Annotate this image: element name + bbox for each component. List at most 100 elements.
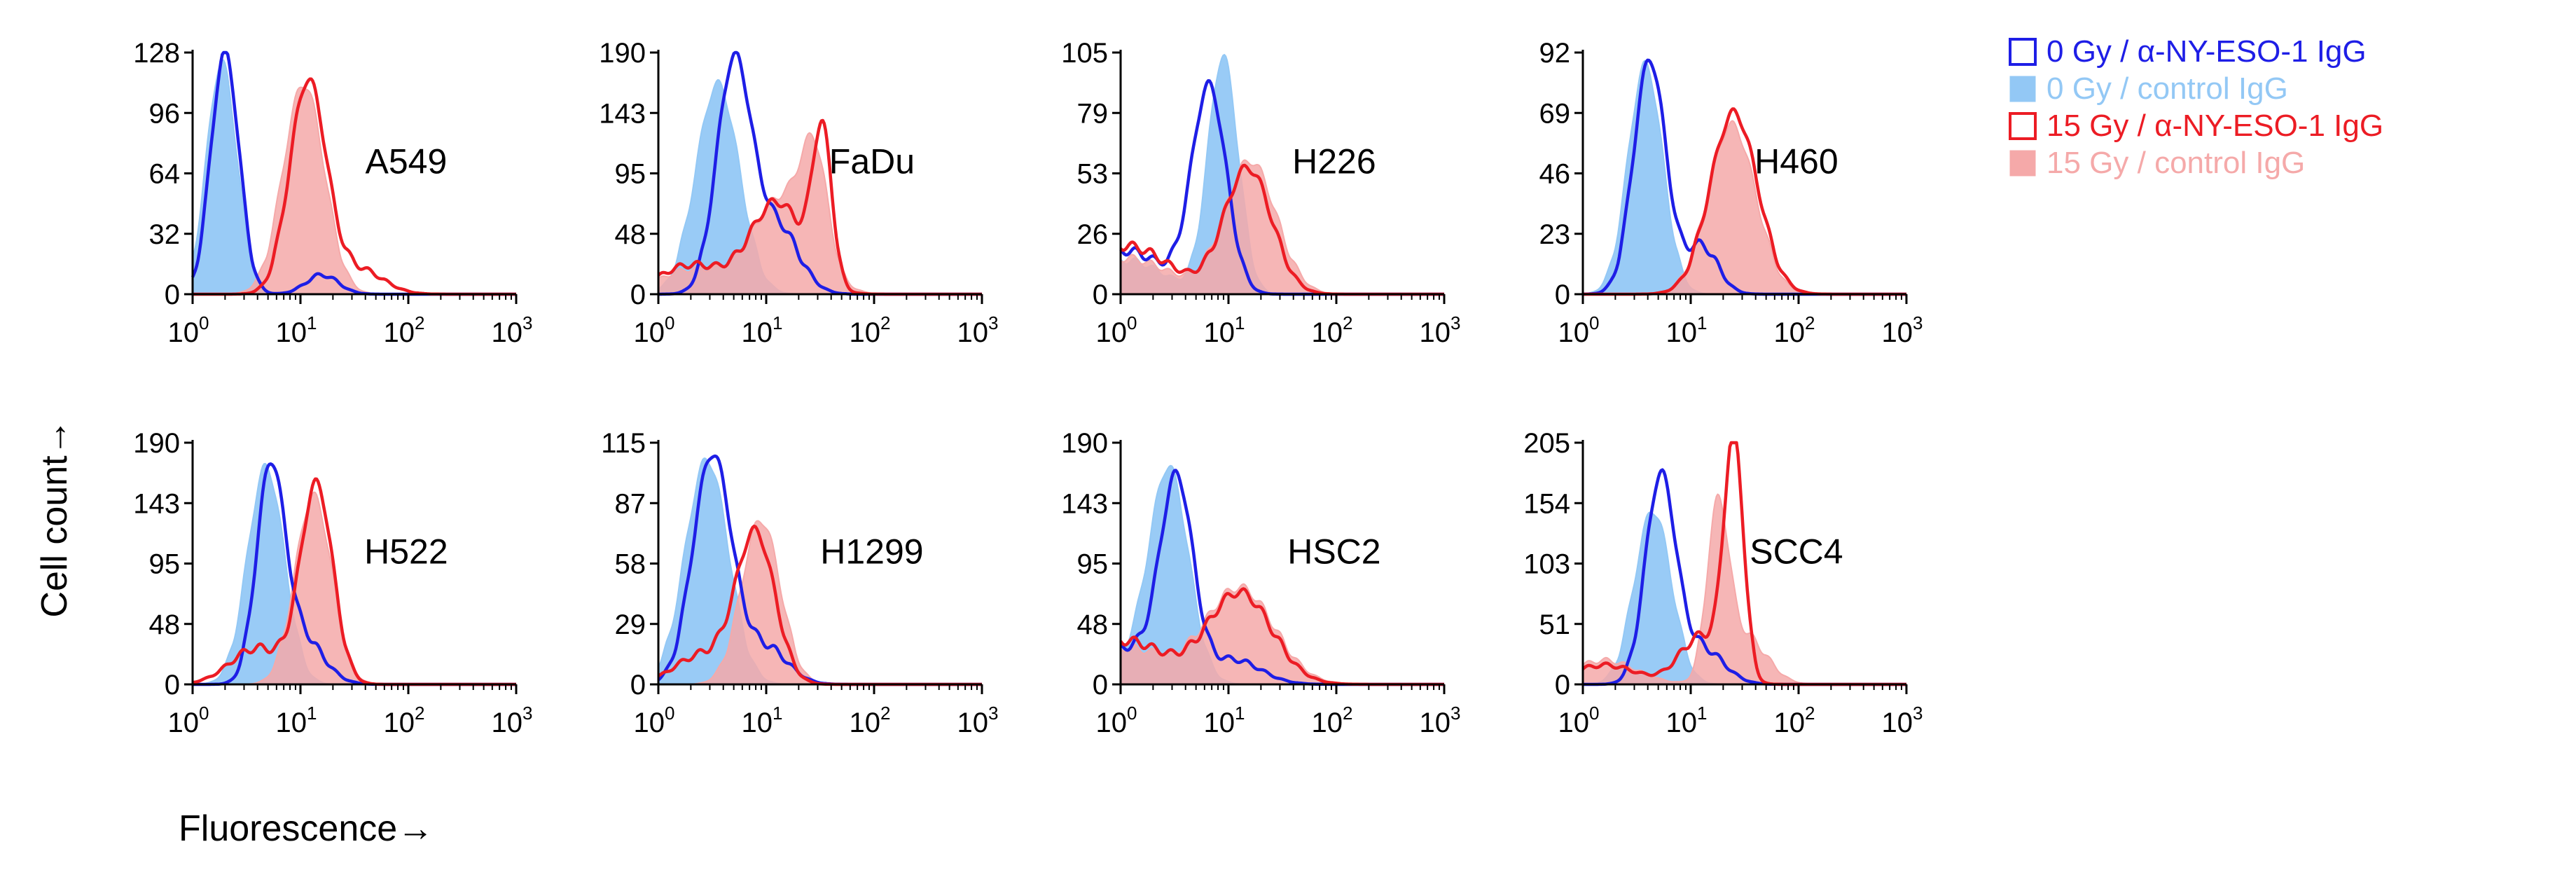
y-tick-label: 128 xyxy=(133,38,180,69)
y-tick-label: 92 xyxy=(1539,38,1571,69)
y-tick-label: 154 xyxy=(1523,488,1570,519)
panel-h460: 0 23 46 69 92 100 101 102 103 H460 xyxy=(1539,38,1923,348)
cell-line-label: HSC2 xyxy=(1287,532,1380,572)
legend-swatch xyxy=(2009,76,2036,102)
y-tick-label: 48 xyxy=(615,219,646,250)
x-tick-label: 101 xyxy=(1666,703,1708,738)
legend-entry-label: 15 Gy / control IgG xyxy=(2047,146,2305,180)
x-tick-label: 102 xyxy=(1774,703,1815,738)
y-tick-label: 143 xyxy=(599,98,646,129)
cell-line-label: H1299 xyxy=(820,532,923,572)
x-tick-label: 101 xyxy=(276,703,317,738)
x-tick-label: 100 xyxy=(634,703,675,738)
x-tick-label: 100 xyxy=(1096,312,1137,348)
x-tick-label: 103 xyxy=(957,312,999,348)
y-tick-label: 51 xyxy=(1539,609,1571,640)
panel-fadu: 0 48 95 143 190 100 101 102 103 FaDu xyxy=(599,38,998,348)
y-tick-label: 53 xyxy=(1077,159,1109,190)
panel-a549: 0 32 64 96 128 100 101 102 103 A549 xyxy=(133,38,532,348)
y-tick-label: 32 xyxy=(149,219,181,250)
x-tick-label: 100 xyxy=(168,312,209,348)
y-tick-label: 0 xyxy=(165,670,180,700)
x-tick-label: 101 xyxy=(1204,312,1245,348)
y-tick-label: 190 xyxy=(133,428,180,459)
y-tick-label: 69 xyxy=(1539,98,1571,129)
y-tick-label: 48 xyxy=(1077,609,1109,640)
x-tick-label: 103 xyxy=(492,703,533,738)
y-tick-label: 0 xyxy=(1555,279,1570,310)
x-tick-label: 100 xyxy=(1558,312,1600,348)
y-tick-label: 95 xyxy=(1077,549,1109,580)
cell-line-label: FaDu xyxy=(829,142,915,181)
y-tick-label: 0 xyxy=(630,279,646,310)
x-tick-label: 100 xyxy=(1096,703,1137,738)
legend-swatch xyxy=(2009,150,2036,177)
x-tick-label: 101 xyxy=(742,312,783,348)
panel-h226: 0 26 53 79 105 100 101 102 103 H226 xyxy=(1061,38,1460,348)
y-tick-label: 190 xyxy=(1061,428,1108,459)
x-tick-label: 101 xyxy=(742,703,783,738)
cell-line-label: A549 xyxy=(366,142,448,181)
x-tick-label: 103 xyxy=(1882,703,1923,738)
y-tick-label: 0 xyxy=(165,279,180,310)
legend-entry-label: 15 Gy / α-NY-ESO-1 IgG xyxy=(2047,109,2383,143)
legend-entry-label: 0 Gy / α-NY-ESO-1 IgG xyxy=(2047,34,2367,69)
x-axis-title: Fluorescence→ xyxy=(179,808,434,849)
y-tick-label: 23 xyxy=(1539,219,1571,250)
x-tick-label: 102 xyxy=(850,312,891,348)
cell-line-label: H460 xyxy=(1754,142,1838,181)
y-tick-label: 87 xyxy=(615,488,646,519)
y-tick-label: 0 xyxy=(630,670,646,700)
y-tick-label: 46 xyxy=(1539,159,1571,190)
legend-entry-label: 0 Gy / control IgG xyxy=(2047,71,2288,106)
x-tick-label: 102 xyxy=(850,703,891,738)
x-tick-label: 101 xyxy=(276,312,317,348)
y-tick-label: 0 xyxy=(1555,670,1570,700)
x-tick-label: 100 xyxy=(1558,703,1600,738)
x-tick-label: 103 xyxy=(957,703,999,738)
histogram-s0c-h1299 xyxy=(658,457,983,685)
y-tick-label: 96 xyxy=(149,98,181,129)
y-tick-label: 103 xyxy=(1523,549,1570,580)
x-tick-label: 100 xyxy=(168,703,209,738)
y-tick-label: 190 xyxy=(599,38,646,69)
y-tick-label: 64 xyxy=(149,159,181,190)
panel-scc4: 0 51 103 154 205 100 101 102 103 SCC4 xyxy=(1523,428,1923,738)
y-tick-label: 26 xyxy=(1077,219,1109,250)
x-tick-label: 102 xyxy=(1774,312,1815,348)
legend-swatch xyxy=(2009,112,2037,140)
y-tick-label: 95 xyxy=(615,159,646,190)
y-tick-label: 205 xyxy=(1523,428,1570,459)
cell-line-label: SCC4 xyxy=(1750,532,1843,572)
x-tick-label: 102 xyxy=(384,312,425,348)
legend-swatch xyxy=(2009,38,2037,66)
x-tick-label: 101 xyxy=(1204,703,1245,738)
y-tick-label: 143 xyxy=(133,488,180,519)
x-tick-label: 102 xyxy=(1312,312,1353,348)
y-tick-label: 0 xyxy=(1093,279,1108,310)
x-tick-label: 103 xyxy=(1420,703,1461,738)
histogram-s15a-h522 xyxy=(192,477,517,686)
panel-h522: 0 48 95 143 190 100 101 102 103 H522 xyxy=(133,428,532,738)
panel-hsc2: 0 48 95 143 190 100 101 102 103 HSC2 xyxy=(1061,428,1460,738)
x-tick-label: 103 xyxy=(1882,312,1923,348)
y-tick-label: 95 xyxy=(149,549,181,580)
x-tick-label: 102 xyxy=(1312,703,1353,738)
y-tick-label: 79 xyxy=(1077,98,1109,129)
y-axis-title: Cell count→ xyxy=(34,419,75,617)
histogram-s15c-h226 xyxy=(1120,159,1445,295)
x-tick-label: 103 xyxy=(1420,312,1461,348)
panels: 0 32 64 96 128 100 101 102 103 A549 0 48 95 143 190 100… xyxy=(133,38,1923,738)
y-tick-label: 115 xyxy=(601,428,646,459)
y-tick-label: 0 xyxy=(1093,670,1108,700)
x-tick-label: 103 xyxy=(492,312,533,348)
x-tick-label: 100 xyxy=(634,312,675,348)
y-tick-label: 58 xyxy=(615,549,646,580)
y-tick-label: 143 xyxy=(1061,488,1108,519)
y-tick-label: 48 xyxy=(149,609,181,640)
cell-line-label: H522 xyxy=(364,532,448,572)
x-tick-label: 102 xyxy=(384,703,425,738)
cell-line-label: H226 xyxy=(1292,142,1376,181)
